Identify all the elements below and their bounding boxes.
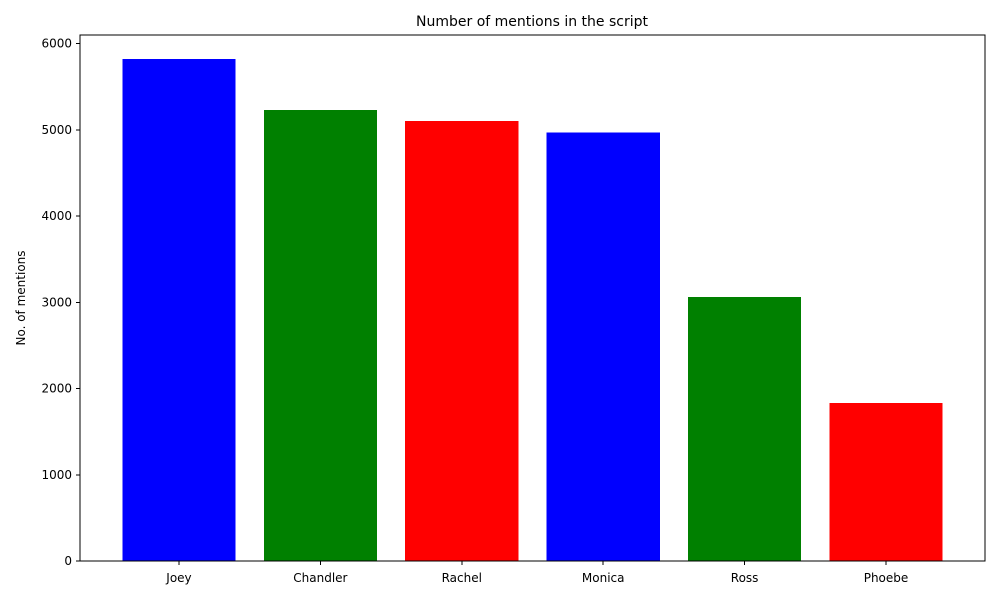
bar-chandler (263, 110, 377, 562)
y-tick-label-5000: 5000 (41, 123, 72, 137)
bar-rachel (405, 121, 519, 561)
bar-ross (688, 297, 802, 561)
x-tick-label-chandler: Chandler (293, 571, 347, 585)
ticks-group: Joey Chandler Rachel Monica Ross Phoebe 0 1000 2… (41, 37, 908, 585)
plot-frame (79, 34, 986, 562)
y-tick-label-1000: 1000 (41, 468, 72, 482)
x-tick-label-rachel: Rachel (442, 571, 482, 585)
x-tick-label-joey: Joey (165, 571, 191, 585)
chart-title: Number of mentions in the script (416, 14, 648, 30)
bars-group (122, 59, 943, 562)
x-tick-label-ross: Ross (731, 571, 759, 585)
y-tick-label-4000: 4000 (41, 209, 72, 223)
x-tick-label-phoebe: Phoebe (864, 571, 909, 585)
y-tick-label-6000: 6000 (41, 37, 72, 51)
y-axis-label: No. of mentions (14, 250, 28, 345)
bar-joey (122, 59, 236, 561)
x-tick-label-monica: Monica (582, 571, 625, 585)
bar-monica (546, 132, 660, 561)
y-tick-label-3000: 3000 (41, 295, 72, 309)
axes-frame (79, 34, 986, 562)
y-tick-label-2000: 2000 (41, 382, 72, 396)
bar-phoebe (829, 403, 943, 561)
y-tick-label-0: 0 (64, 554, 72, 568)
